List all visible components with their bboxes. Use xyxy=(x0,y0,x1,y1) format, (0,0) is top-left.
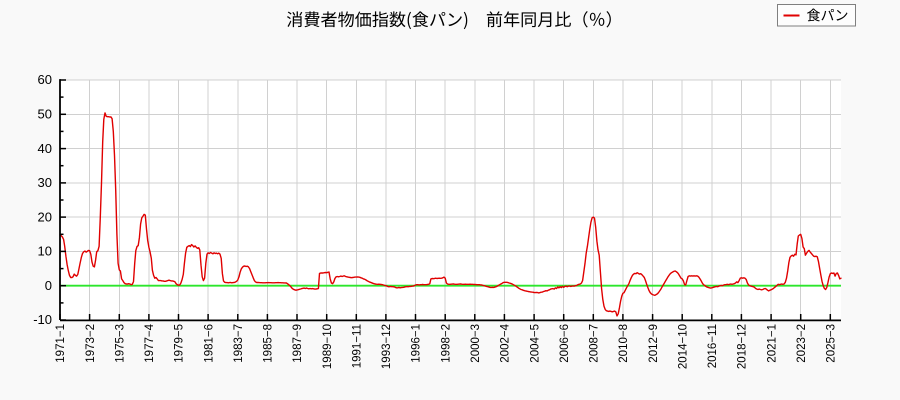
svg-text:10: 10 xyxy=(38,244,52,259)
svg-text:2000−3: 2000−3 xyxy=(470,324,482,363)
svg-text:2018−12: 2018−12 xyxy=(737,324,749,369)
svg-text:2006−6: 2006−6 xyxy=(559,324,571,363)
svg-text:-10: -10 xyxy=(33,312,52,327)
svg-text:2012−9: 2012−9 xyxy=(648,324,660,363)
svg-text:2002−4: 2002−4 xyxy=(500,323,512,362)
svg-text:1979−5: 1979−5 xyxy=(174,324,186,363)
svg-text:30: 30 xyxy=(38,175,52,190)
svg-text:2014−10: 2014−10 xyxy=(677,324,689,369)
svg-text:1993−12: 1993−12 xyxy=(381,324,393,369)
svg-text:0: 0 xyxy=(45,278,52,293)
svg-text:2023−2: 2023−2 xyxy=(796,324,808,363)
svg-text:20: 20 xyxy=(38,209,52,224)
svg-text:2021−1: 2021−1 xyxy=(766,324,778,363)
svg-text:2010−8: 2010−8 xyxy=(618,324,630,363)
svg-text:1981−6: 1981−6 xyxy=(203,324,215,363)
svg-text:1975−3: 1975−3 xyxy=(115,324,127,363)
svg-text:1996−1: 1996−1 xyxy=(411,324,423,363)
svg-text:1973−2: 1973−2 xyxy=(85,324,97,363)
svg-text:2025−3: 2025−3 xyxy=(826,324,838,363)
svg-text:1998−2: 1998−2 xyxy=(440,324,452,363)
svg-text:1991−11: 1991−11 xyxy=(352,324,364,368)
svg-text:2016−11: 2016−11 xyxy=(707,324,719,368)
svg-text:1977−4: 1977−4 xyxy=(144,323,156,362)
svg-text:1989−10: 1989−10 xyxy=(322,324,334,369)
svg-text:40: 40 xyxy=(38,141,52,156)
svg-text:1987−9: 1987−9 xyxy=(292,324,304,363)
svg-text:2008−7: 2008−7 xyxy=(589,324,601,363)
svg-text:1985−8: 1985−8 xyxy=(263,324,275,363)
svg-text:2004−5: 2004−5 xyxy=(529,324,541,363)
svg-text:60: 60 xyxy=(38,72,52,87)
svg-text:1983−7: 1983−7 xyxy=(233,324,245,363)
svg-text:50: 50 xyxy=(38,107,52,122)
svg-text:1971−1: 1971−1 xyxy=(55,324,67,363)
